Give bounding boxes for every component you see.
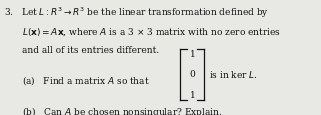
Text: 1: 1	[190, 50, 195, 59]
Text: and all of its entries different.: and all of its entries different.	[22, 46, 159, 55]
Text: $L(\mathbf{x}) = A\mathbf{x}$, where $A$ is a 3 $\times$ 3 matrix with no zero e: $L(\mathbf{x}) = A\mathbf{x}$, where $A$…	[22, 26, 281, 37]
Text: 3.   Let $L: R^3 \rightarrow R^3$ be the linear transformation defined by: 3. Let $L: R^3 \rightarrow R^3$ be the l…	[4, 5, 269, 19]
Text: (b)   Can $A$ be chosen nonsingular? Explain.: (b) Can $A$ be chosen nonsingular? Expla…	[22, 104, 222, 115]
Text: 1: 1	[190, 90, 195, 99]
Text: (a)   Find a matrix $A$ so that: (a) Find a matrix $A$ so that	[22, 74, 150, 86]
Text: is in ker $L$.: is in ker $L$.	[209, 69, 258, 80]
Text: 0: 0	[190, 70, 195, 79]
